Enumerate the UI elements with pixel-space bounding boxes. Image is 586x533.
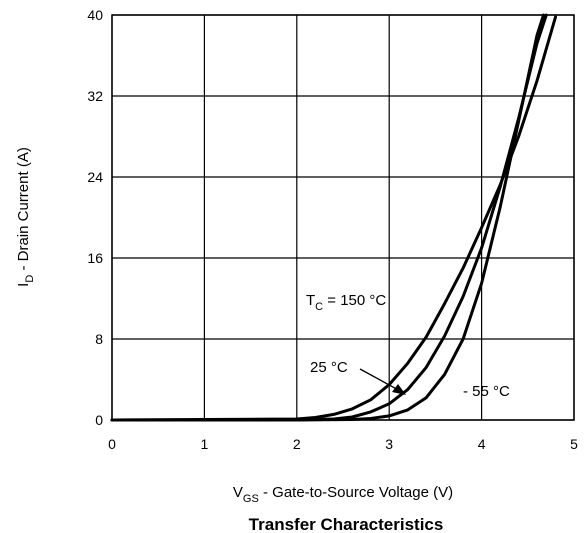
x-tick-label: 4 xyxy=(478,436,486,452)
y-tick-labels: 0 8 16 24 32 40 xyxy=(87,7,103,428)
x-axis-label: VGS - Gate-to-Source Voltage (V) xyxy=(233,484,453,505)
annotation-150c: TC = 150 °C xyxy=(306,292,386,313)
annotation-minus55c: - 55 °C xyxy=(463,383,510,400)
plot-frame xyxy=(111,14,575,421)
y-tick-label: 0 xyxy=(95,412,103,428)
y-tick-label: 24 xyxy=(87,169,103,185)
annotation-25c: 25 °C xyxy=(310,359,348,376)
x-tick-label: 0 xyxy=(108,436,116,452)
annotation-25c-arrow-head xyxy=(392,384,406,395)
x-tick-label: 2 xyxy=(293,436,301,452)
y-tick-label: 40 xyxy=(87,7,103,23)
y-axis-label: ID - Drain Current (A) xyxy=(15,147,36,287)
chart-title: Transfer Characteristics xyxy=(249,515,444,533)
x-tick-label: 1 xyxy=(201,436,209,452)
y-tick-label: 16 xyxy=(87,250,103,266)
x-tick-labels: 0 1 2 3 4 5 xyxy=(108,436,578,452)
x-tick-label: 3 xyxy=(385,436,393,452)
y-tick-label: 32 xyxy=(87,88,103,104)
y-tick-label: 8 xyxy=(95,331,103,347)
x-tick-label: 5 xyxy=(570,436,578,452)
